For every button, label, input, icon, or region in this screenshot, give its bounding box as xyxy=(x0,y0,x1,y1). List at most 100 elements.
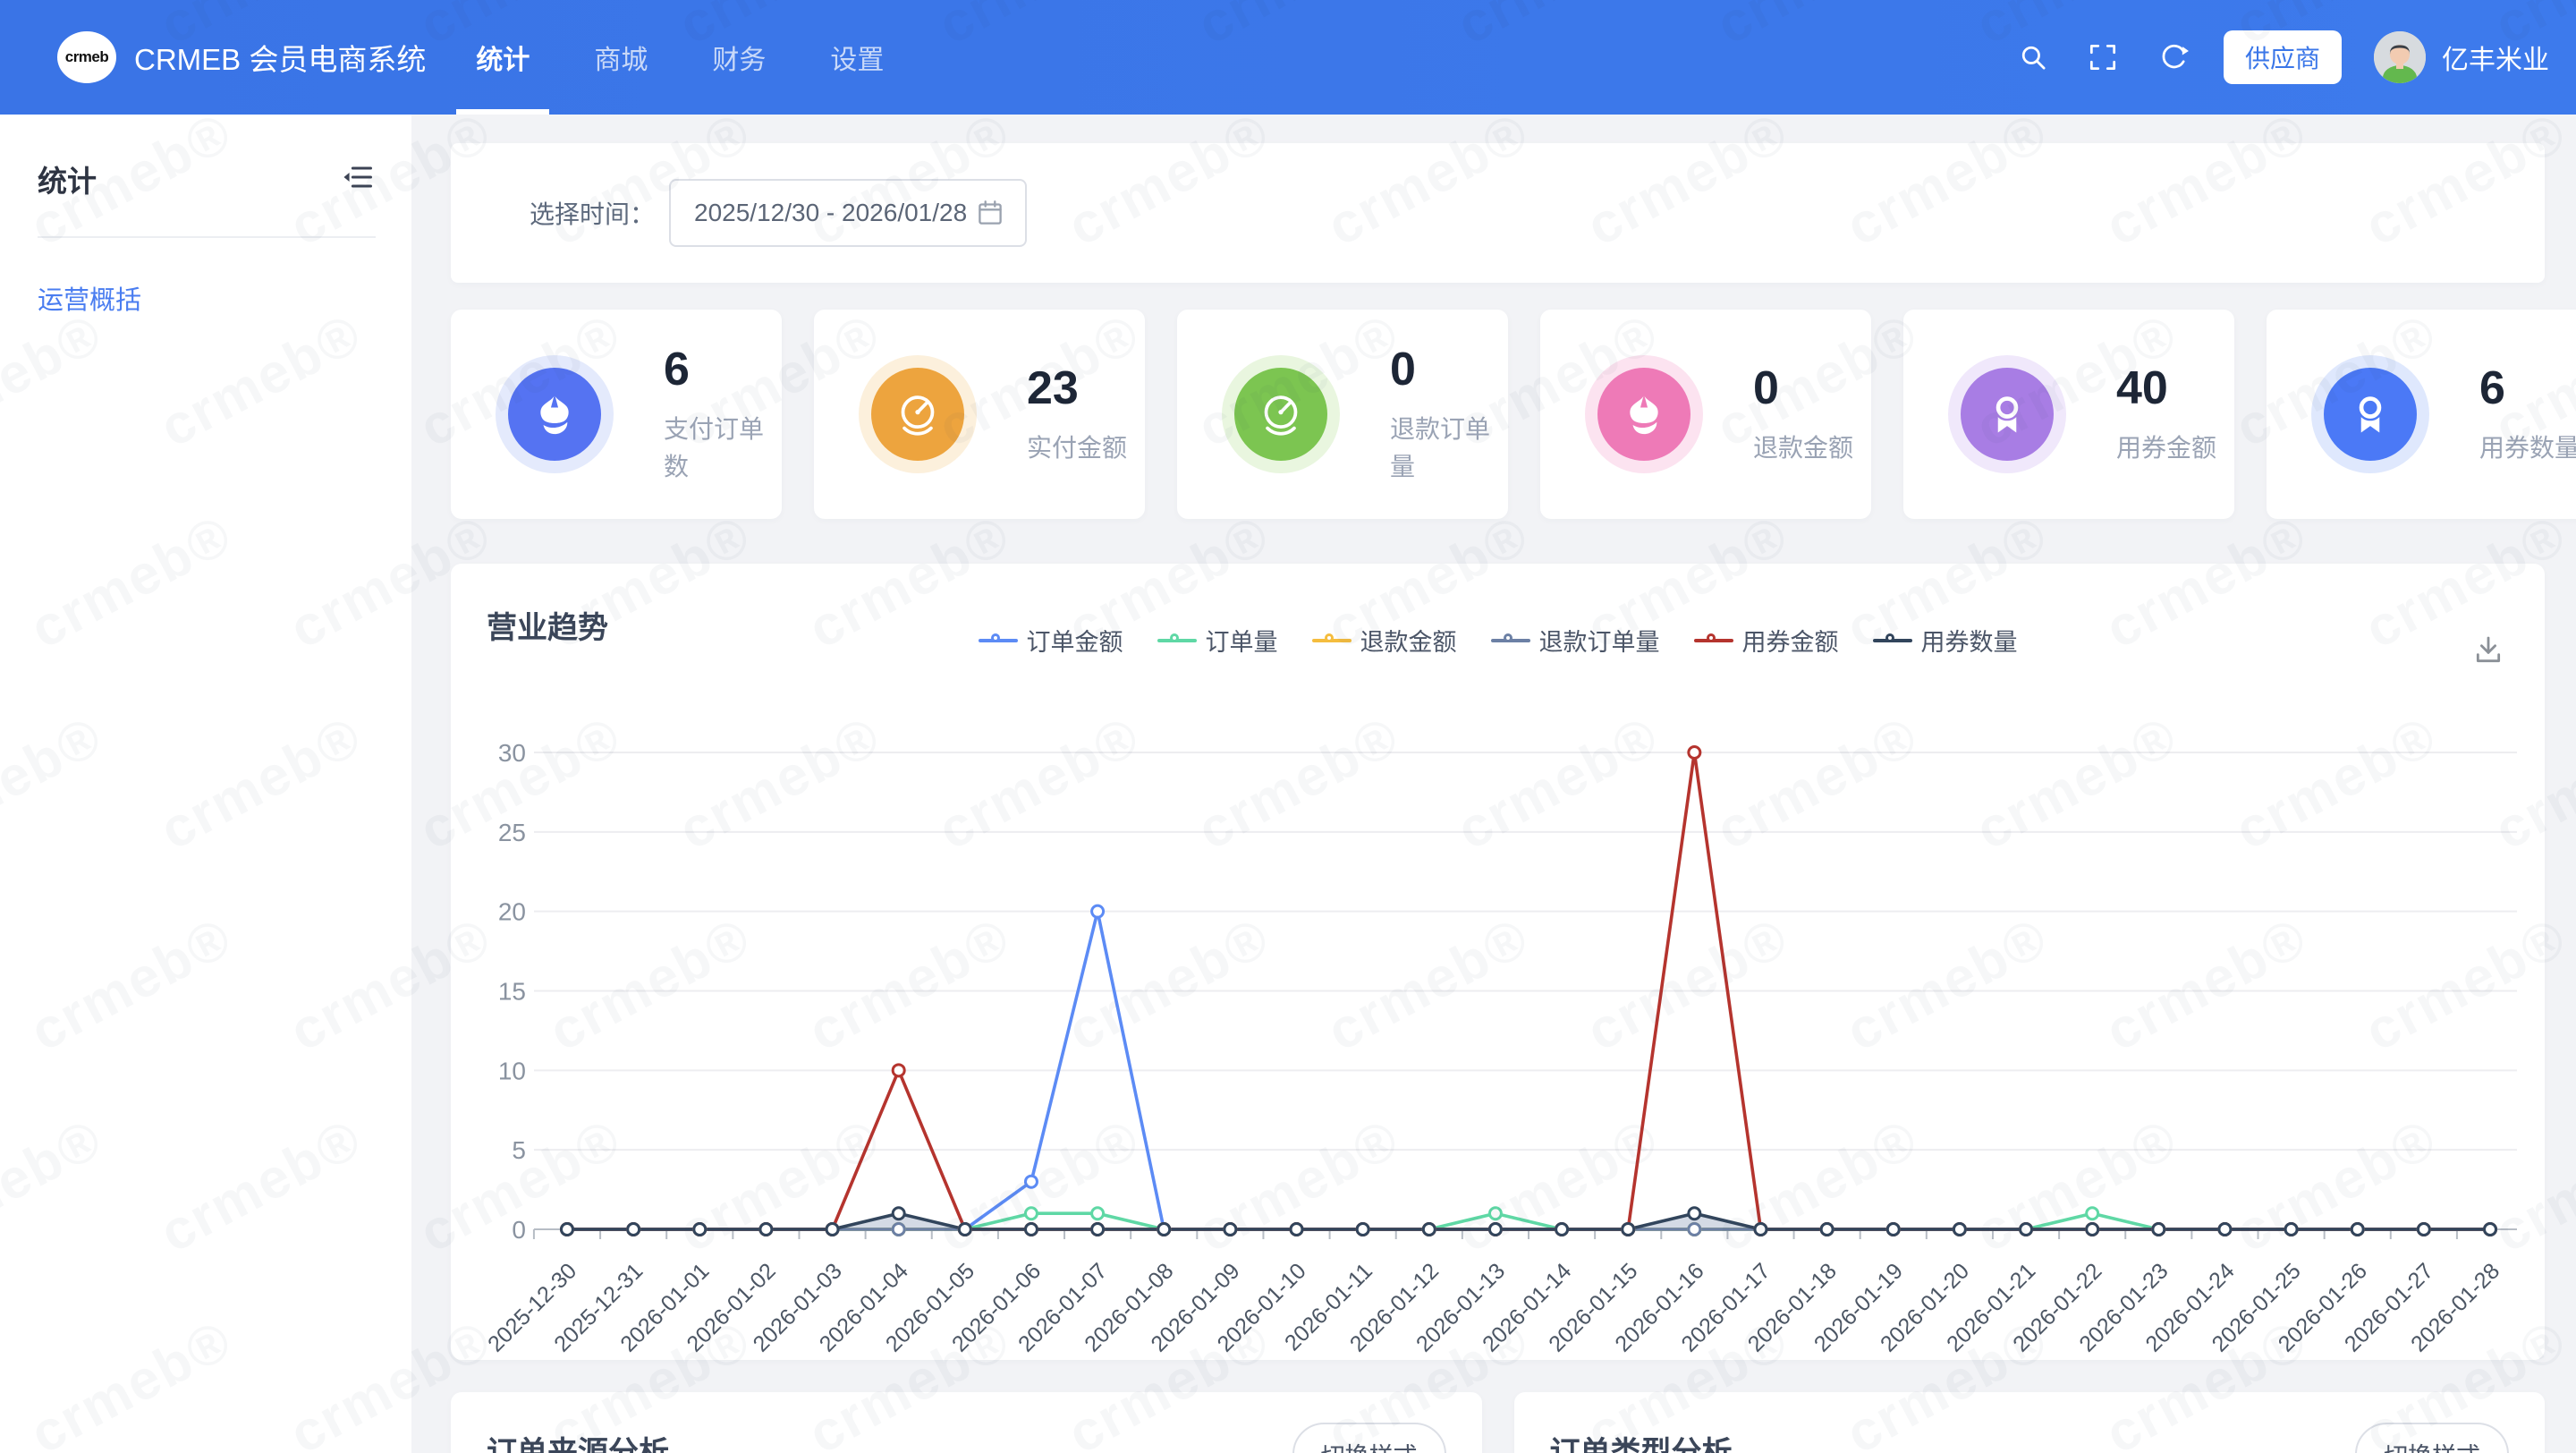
calendar-icon xyxy=(973,196,1007,230)
stat-icon-halo xyxy=(1948,355,2066,473)
legend-line-marker xyxy=(1311,633,1352,648)
stat-card-2: 23 实付金额 xyxy=(814,310,1145,519)
gauge-icon xyxy=(1264,395,1298,436)
date-range-input[interactable] xyxy=(694,199,974,227)
time-filter-card: 选择时间： xyxy=(451,143,2545,283)
switch-style-button[interactable]: 切换样式 xyxy=(2355,1423,2509,1453)
switch-style-button[interactable]: 切换样式 xyxy=(1292,1423,1446,1453)
legend-line-marker xyxy=(978,633,1018,648)
chart-legend: 订单金额 订单量 退款金额 退款订单量 用券金额 用券数量 xyxy=(451,623,2545,658)
svg-text:30: 30 xyxy=(498,739,526,767)
legend-item-1[interactable]: 订单金额 xyxy=(978,623,1123,658)
svg-text:20: 20 xyxy=(498,898,526,926)
logo-text: crmeb xyxy=(64,48,109,65)
stat-icon-circle xyxy=(871,368,964,461)
order-type-analysis-card: 订单类型分析 切换样式 xyxy=(1513,1392,2545,1453)
sidebar-title: 统计 xyxy=(38,165,97,198)
download-icon[interactable] xyxy=(2470,632,2507,674)
stat-label: 支付订单数 xyxy=(664,415,765,480)
bottom-panels-row: 订单来源分析 切换样式 订单类型分析 切换样式 xyxy=(451,1392,2545,1453)
nav-tab-2[interactable]: 商城 xyxy=(594,46,648,75)
sidebar: 统计 运营概括 xyxy=(0,115,411,1453)
panel-title: 订单类型分析 xyxy=(1549,1436,1733,1453)
app-logo[interactable]: crmeb xyxy=(57,31,116,83)
nav-tab-1[interactable]: 统计 xyxy=(456,0,549,115)
header-actions: 供应商 亿丰米业 xyxy=(1998,30,2549,84)
gauge-icon xyxy=(901,395,935,436)
legend-item-4[interactable]: 退款订单量 xyxy=(1490,623,1660,658)
nav-tab-3[interactable]: 财务 xyxy=(712,46,767,75)
legend-item-5[interactable]: 用券金额 xyxy=(1693,623,1839,658)
legend-label: 退款金额 xyxy=(1360,629,1457,656)
trend-chart-svg: 0510152025302025-12-302025-12-312026-01-… xyxy=(483,739,2525,1357)
vendor-badge[interactable]: 供应商 xyxy=(2223,30,2342,84)
trend-title: 营业趋势 xyxy=(487,611,608,645)
stat-label: 退款订单量 xyxy=(1390,415,1491,480)
stat-cards-row: 6 支付订单数 23 实付金额 0 退款订单量 0 退款金额 40 用券金额 6 用券数量 xyxy=(451,310,2576,519)
legend-label: 订单金额 xyxy=(1026,629,1123,656)
stat-icon-circle xyxy=(1234,368,1327,461)
main-nav: 统计 商城 财务 设置 xyxy=(456,0,928,115)
legend-line-marker xyxy=(1157,633,1197,648)
stat-value: 0 xyxy=(1753,362,1779,414)
stat-icon-halo xyxy=(859,355,977,473)
legend-label: 用券数量 xyxy=(1920,629,2018,656)
svg-text:10: 10 xyxy=(498,1057,526,1084)
stat-card-1: 6 支付订单数 xyxy=(451,310,782,519)
legend-line-marker xyxy=(1693,633,1733,648)
tulip-icon xyxy=(540,394,569,435)
legend-item-6[interactable]: 用券数量 xyxy=(1872,623,2018,658)
legend-line-marker xyxy=(1872,633,1912,648)
main-content: 选择时间： 6 支付订单数 23 实付金额 0 退款订单量 0 退款金额 xyxy=(411,115,2576,1453)
svg-text:15: 15 xyxy=(498,978,526,1006)
stat-icon-halo xyxy=(2311,355,2429,473)
stat-value: 6 xyxy=(664,344,690,395)
legend-item-2[interactable]: 订单量 xyxy=(1157,623,1278,658)
stat-value: 40 xyxy=(2116,362,2168,414)
sidebar-divider xyxy=(38,236,376,238)
business-trend-card: 营业趋势 订单金额 订单量 退款金额 退款订单量 用券金额 用券数量 0 5 10 15 20 25… xyxy=(451,564,2545,1360)
date-range-picker[interactable] xyxy=(669,179,1028,247)
legend-item-3[interactable]: 退款金额 xyxy=(1311,623,1457,658)
stat-value: 6 xyxy=(2479,362,2505,414)
stat-card-3: 0 退款订单量 xyxy=(1177,310,1508,519)
stat-card-6: 6 用券数量 xyxy=(2267,310,2576,519)
stat-value: 23 xyxy=(1027,362,1079,414)
svg-text:5: 5 xyxy=(512,1136,526,1164)
stat-icon-halo xyxy=(1222,355,1340,473)
avatar[interactable] xyxy=(2374,31,2426,83)
menu-fold-icon[interactable] xyxy=(340,159,376,200)
medal-icon xyxy=(2359,396,2382,433)
medal-icon xyxy=(1996,396,2019,433)
svg-text:0: 0 xyxy=(512,1216,526,1244)
legend-label: 订单量 xyxy=(1205,629,1278,656)
username[interactable]: 亿丰米业 xyxy=(2442,46,2549,75)
sidebar-item-operation-overview[interactable]: 运营概括 xyxy=(38,286,142,315)
order-source-analysis-card: 订单来源分析 切换样式 xyxy=(451,1392,1482,1453)
nav-tab-4[interactable]: 设置 xyxy=(830,46,885,75)
stat-value: 0 xyxy=(1390,344,1416,395)
stat-icon-circle xyxy=(1961,368,2054,461)
legend-line-marker xyxy=(1490,633,1530,648)
tulip-icon xyxy=(1630,394,1658,435)
panel-title: 订单来源分析 xyxy=(487,1436,669,1453)
fullscreen-icon[interactable] xyxy=(2068,40,2138,74)
stat-icon-circle xyxy=(1597,368,1690,461)
stat-label: 实付金额 xyxy=(1027,434,1128,462)
stat-icon-halo xyxy=(496,355,614,473)
stat-label: 用券数量 xyxy=(2479,434,2576,462)
legend-label: 退款订单量 xyxy=(1538,629,1660,656)
refresh-icon[interactable] xyxy=(2138,40,2207,74)
stat-card-5: 40 用券金额 xyxy=(1903,310,2234,519)
trend-line-chart[interactable]: 0 5 10 15 20 25 30 2025-12-30 2025-12-31 2026-01-… xyxy=(483,706,2525,1372)
stat-icon-halo xyxy=(1585,355,1703,473)
stat-label: 用券金额 xyxy=(2116,434,2217,462)
stat-icon-circle xyxy=(2324,368,2417,461)
stat-card-4: 0 退款金额 xyxy=(1540,310,1871,519)
stat-icon-circle xyxy=(508,368,601,461)
top-navbar: crmeb CRMEB 会员电商系统 统计 商城 财务 设置 供应商 xyxy=(0,0,2576,115)
legend-label: 用券金额 xyxy=(1741,629,1839,656)
app-title: CRMEB 会员电商系统 xyxy=(134,43,427,76)
svg-text:25: 25 xyxy=(498,819,526,846)
search-icon[interactable] xyxy=(1998,40,2068,74)
